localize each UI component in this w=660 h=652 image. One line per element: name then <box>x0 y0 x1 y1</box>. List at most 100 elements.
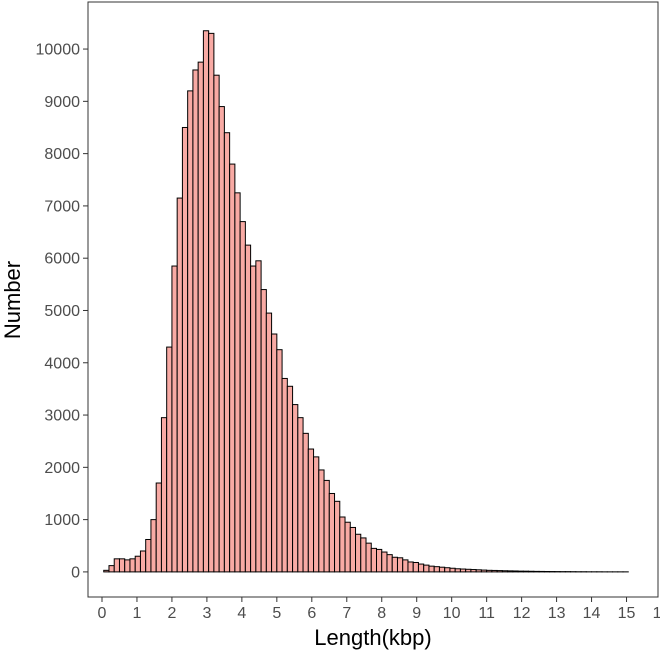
histogram-bar <box>202 30 210 573</box>
x-tick-label: 2 <box>167 605 176 622</box>
histogram-bar <box>103 569 110 573</box>
histogram-bar <box>234 192 241 573</box>
histogram-bar <box>176 197 183 573</box>
histogram-bar <box>417 563 425 573</box>
histogram-bar <box>323 479 330 573</box>
histogram-bar <box>376 548 383 573</box>
histogram-bar <box>250 265 257 573</box>
x-tick-label: 10 <box>443 605 461 622</box>
histogram-bar <box>386 554 393 573</box>
histogram-bar <box>491 569 498 573</box>
histogram-bar <box>150 519 157 573</box>
x-tick-label: 1 <box>133 605 142 622</box>
histogram-bar <box>396 557 404 573</box>
histogram-bar <box>449 567 456 573</box>
y-tick-label: 6000 <box>44 251 80 268</box>
histogram-bar <box>307 448 315 573</box>
histogram-bar <box>171 265 178 573</box>
histogram-bar <box>108 565 115 573</box>
histogram-bar <box>381 551 388 573</box>
histogram-bar <box>465 568 472 573</box>
histogram-bar <box>533 570 540 573</box>
histogram-bar <box>297 417 304 573</box>
x-tick-label: 11 <box>478 605 495 622</box>
histogram-bar <box>155 482 162 573</box>
histogram-bar <box>507 570 514 573</box>
histogram-bar <box>412 561 419 573</box>
histogram-bar <box>501 570 509 573</box>
histogram-bar <box>276 349 283 573</box>
y-tick-label: 8000 <box>44 146 80 163</box>
histogram-bar <box>407 561 414 573</box>
histogram-bar <box>454 568 461 573</box>
y-tick-label: 0 <box>71 564 80 581</box>
histogram-bar <box>181 126 189 573</box>
histogram-bar <box>218 106 225 573</box>
histogram-bar <box>496 570 503 573</box>
x-tick-label: 16 <box>653 605 660 622</box>
y-tick-label: 5000 <box>44 303 80 320</box>
y-tick-label: 10000 <box>36 42 81 59</box>
y-tick-label: 2000 <box>44 460 80 477</box>
histogram-bar <box>192 69 199 573</box>
histogram-bar <box>313 456 320 573</box>
histogram-bar <box>265 312 273 573</box>
histogram-bar <box>118 558 126 573</box>
histogram-bar <box>480 569 488 573</box>
histogram-bar <box>139 550 147 573</box>
histogram-bar <box>292 404 299 573</box>
histogram-bars <box>103 30 629 573</box>
histogram-bar <box>187 90 194 573</box>
histogram-bar <box>444 567 451 573</box>
histogram-bar <box>286 385 294 573</box>
histogram-bar <box>349 526 357 573</box>
histogram-bar <box>145 538 152 573</box>
histogram-bar <box>486 569 493 573</box>
histogram-bar <box>160 417 168 573</box>
histogram-bar <box>344 521 351 573</box>
histogram-bar <box>355 533 362 573</box>
histogram-bar <box>229 163 236 573</box>
histogram-bar <box>475 569 482 573</box>
x-tick-label: 9 <box>412 605 421 622</box>
x-tick-label: 15 <box>618 605 636 622</box>
histogram-bar <box>302 432 309 573</box>
histogram-bar <box>360 537 367 573</box>
histogram-bar <box>328 492 336 573</box>
x-tick-label: 8 <box>377 605 386 622</box>
plot-panel-border <box>87 1 659 598</box>
histogram-bar <box>281 377 288 573</box>
y-tick-label: 9000 <box>44 94 80 111</box>
histogram-bar <box>113 558 120 573</box>
histogram-bar <box>423 564 430 573</box>
histogram-bar <box>438 566 446 573</box>
y-axis-title: Number <box>0 261 25 339</box>
histogram-bar <box>517 570 524 573</box>
x-axis: 012345678910111213141516 <box>98 597 660 622</box>
histogram-bar <box>433 566 440 573</box>
x-tick-label: 0 <box>98 605 107 622</box>
histogram-bar <box>391 556 398 573</box>
x-tick-label: 13 <box>548 605 566 622</box>
histogram-bar <box>318 469 325 573</box>
y-tick-label: 4000 <box>44 355 80 372</box>
histogram-bar <box>239 221 246 573</box>
histogram-bar <box>428 565 435 573</box>
histogram-bar <box>365 542 372 573</box>
x-tick-label: 12 <box>513 605 531 622</box>
histogram-bar <box>244 244 252 573</box>
x-axis-title: Length(kbp) <box>314 625 431 650</box>
y-axis: 0 1000 2000 3000 4000 5000 6000 7000 8000 9000 100… <box>36 42 88 581</box>
y-tick-label: 7000 <box>44 198 80 215</box>
y-tick-label: 1000 <box>44 512 80 529</box>
histogram-bar <box>134 555 141 573</box>
histogram-bar <box>208 32 215 573</box>
histogram-bar <box>512 570 519 573</box>
histogram-bar <box>197 61 204 573</box>
histogram-bar <box>339 516 346 573</box>
histogram-bar <box>370 547 377 573</box>
histogram-bar <box>334 500 341 573</box>
histogram-bar <box>223 132 231 573</box>
histogram-bar <box>124 559 131 573</box>
histogram-bar <box>260 289 267 573</box>
